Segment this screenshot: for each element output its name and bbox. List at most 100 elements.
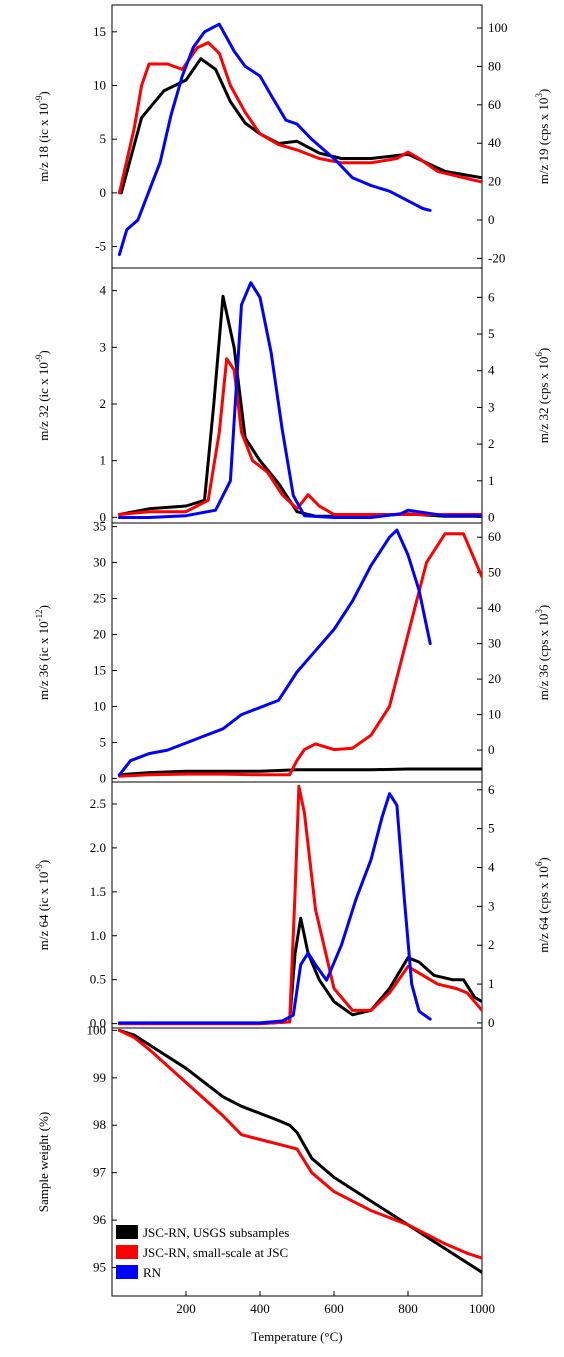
series-line-rn — [117, 528, 432, 777]
series-line-jsc-rn-small-scale-at-jsc — [117, 1028, 482, 1260]
series-line-jsc-rn-small-scale-at-jsc — [117, 41, 482, 195]
right-tick-label: 0 — [488, 509, 495, 524]
right-tick-label: 6 — [488, 289, 495, 304]
left-tick-label: 95 — [93, 1260, 106, 1275]
left-tick-label: 0.5 — [90, 972, 106, 987]
legend: JSC-RN, USGS subsamples JSC-RN, small-sc… — [116, 1225, 289, 1280]
left-tick-label: 0 — [100, 185, 107, 200]
legend-label-jsc: JSC-RN, small-scale at JSC — [143, 1245, 288, 1260]
left-tick-label: 1.0 — [90, 928, 106, 943]
left-tick-label: 25 — [93, 591, 106, 606]
right-tick-label: 40 — [488, 135, 501, 150]
right-tick-label: 1 — [488, 473, 495, 488]
left-tick-label: 5 — [100, 131, 107, 146]
left-tick-label: 4 — [100, 283, 107, 298]
right-axis-label: m/z 36 (cps x 103) — [534, 605, 551, 701]
series-line-jsc-rn-usgs-subsamples — [117, 767, 482, 777]
right-tick-label: 2 — [488, 937, 495, 952]
left-axis-label: Sample weight (%) — [36, 1112, 51, 1212]
left-axis-label: m/z 64 (ic x 10-9) — [34, 860, 51, 951]
right-tick-label: 0 — [488, 212, 495, 227]
right-axis-label: m/z 32 (cps x 106) — [534, 348, 551, 444]
x-tick-label: 200 — [176, 1301, 196, 1316]
plot-frame — [111, 267, 483, 524]
right-tick-label: 3 — [488, 399, 495, 414]
right-axis-label: m/z 64 (cps x 106) — [534, 857, 551, 953]
left-tick-label: 0 — [100, 509, 107, 524]
right-tick-label: 5 — [488, 821, 495, 836]
series-line-jsc-rn-usgs-subsamples — [117, 1028, 482, 1274]
right-tick-label: 50 — [488, 565, 501, 580]
x-tick-label: 400 — [250, 1301, 270, 1316]
right-tick-label: 4 — [488, 859, 495, 874]
right-tick-label: 10 — [488, 707, 501, 722]
right-tick-label: 0 — [488, 742, 495, 757]
right-tick-label: -20 — [488, 250, 505, 265]
series-line-jsc-rn-usgs-subsamples — [119, 57, 482, 195]
left-axis-label: m/z 18 (ic x 10-9) — [34, 91, 51, 182]
series-line-jsc-rn-usgs-subsamples — [117, 294, 482, 518]
right-tick-label: 2 — [488, 436, 495, 451]
left-tick-label: 35 — [93, 519, 106, 534]
left-tick-label: 96 — [93, 1212, 107, 1227]
x-tick-label: 600 — [324, 1301, 344, 1316]
series-line-jsc-rn-small-scale-at-jsc — [117, 357, 482, 516]
right-tick-label: 40 — [488, 600, 501, 615]
left-tick-label: 15 — [93, 24, 106, 39]
legend-swatch-usgs — [116, 1225, 138, 1239]
left-tick-label: 0.0 — [90, 1016, 106, 1031]
left-tick-label: 2 — [100, 396, 107, 411]
left-tick-label: 3 — [100, 339, 107, 354]
right-tick-label: 1 — [488, 976, 495, 991]
right-tick-label: 30 — [488, 636, 501, 651]
left-tick-label: 10 — [93, 78, 106, 93]
left-tick-label: 1 — [100, 453, 107, 468]
series-line-rn — [117, 792, 432, 1025]
legend-swatch-jsc — [116, 1245, 138, 1259]
left-tick-label: 30 — [93, 555, 106, 570]
series-line-rn — [117, 281, 482, 519]
series-line-rn — [117, 22, 432, 257]
right-tick-label: 4 — [488, 363, 495, 378]
right-tick-label: 100 — [488, 20, 508, 35]
left-tick-label: 99 — [93, 1070, 106, 1085]
left-tick-label: -5 — [95, 239, 106, 254]
right-tick-label: 80 — [488, 58, 501, 73]
left-axis-label: m/z 32 (ic x 10-9) — [34, 350, 51, 441]
left-tick-label: 5 — [100, 734, 107, 749]
left-tick-label: 20 — [93, 627, 106, 642]
right-tick-label: 60 — [488, 529, 501, 544]
right-tick-label: 20 — [488, 174, 501, 189]
left-tick-label: 97 — [93, 1165, 107, 1180]
plot-frame — [111, 1027, 483, 1297]
legend-label-usgs: JSC-RN, USGS subsamples — [143, 1225, 289, 1240]
series-line-jsc-rn-small-scale-at-jsc — [117, 784, 482, 1026]
left-tick-label: 0 — [100, 770, 107, 785]
right-tick-label: 3 — [488, 898, 495, 913]
legend-swatch-rn — [116, 1265, 138, 1279]
left-tick-label: 2.5 — [90, 796, 106, 811]
right-tick-label: 60 — [488, 97, 501, 112]
left-tick-label: 98 — [93, 1117, 106, 1132]
panel-m18: -5 0 5 10 15 -20 0 20 40 60 80 100 m/z 18 (ic x 10-9… — [34, 4, 551, 269]
left-tick-label: 1.5 — [90, 884, 106, 899]
left-axis-label: m/z 36 (ic x 10-12) — [34, 605, 51, 700]
right-tick-label: 5 — [488, 326, 495, 341]
right-tick-label: 6 — [488, 782, 495, 797]
left-tick-label: 15 — [93, 662, 106, 677]
panel-m36: 0 5 10 15 20 25 30 35 0 10 20 30 40 50 60 m/z 36 (ic x … — [34, 519, 551, 786]
panel-m64: 0.0 0.5 1.0 1.5 2.0 2.5 0 1 2 3 4 5 6 m/z 64 (ic x 10… — [34, 781, 551, 1031]
left-tick-label: 2.0 — [90, 840, 106, 855]
panel-weight: 95 96 97 98 99 100 Sample weight (%) 200 400 600 8… — [36, 1022, 495, 1316]
x-tick-label: 1000 — [469, 1301, 495, 1316]
right-tick-label: 0 — [488, 1015, 495, 1030]
x-tick-label: 800 — [398, 1301, 418, 1316]
x-axis-label: Temperature (°C) — [251, 1329, 342, 1344]
panel-m32: 0 1 2 3 4 0 1 2 3 4 5 6 m/z 32 (ic x 10-9) m/z 32 (cp… — [34, 267, 551, 524]
right-axis-label: m/z 19 (cps x 103) — [534, 89, 551, 185]
series-line-jsc-rn-small-scale-at-jsc — [117, 532, 482, 778]
legend-label-rn: RN — [143, 1265, 162, 1280]
right-tick-label: 20 — [488, 671, 501, 686]
